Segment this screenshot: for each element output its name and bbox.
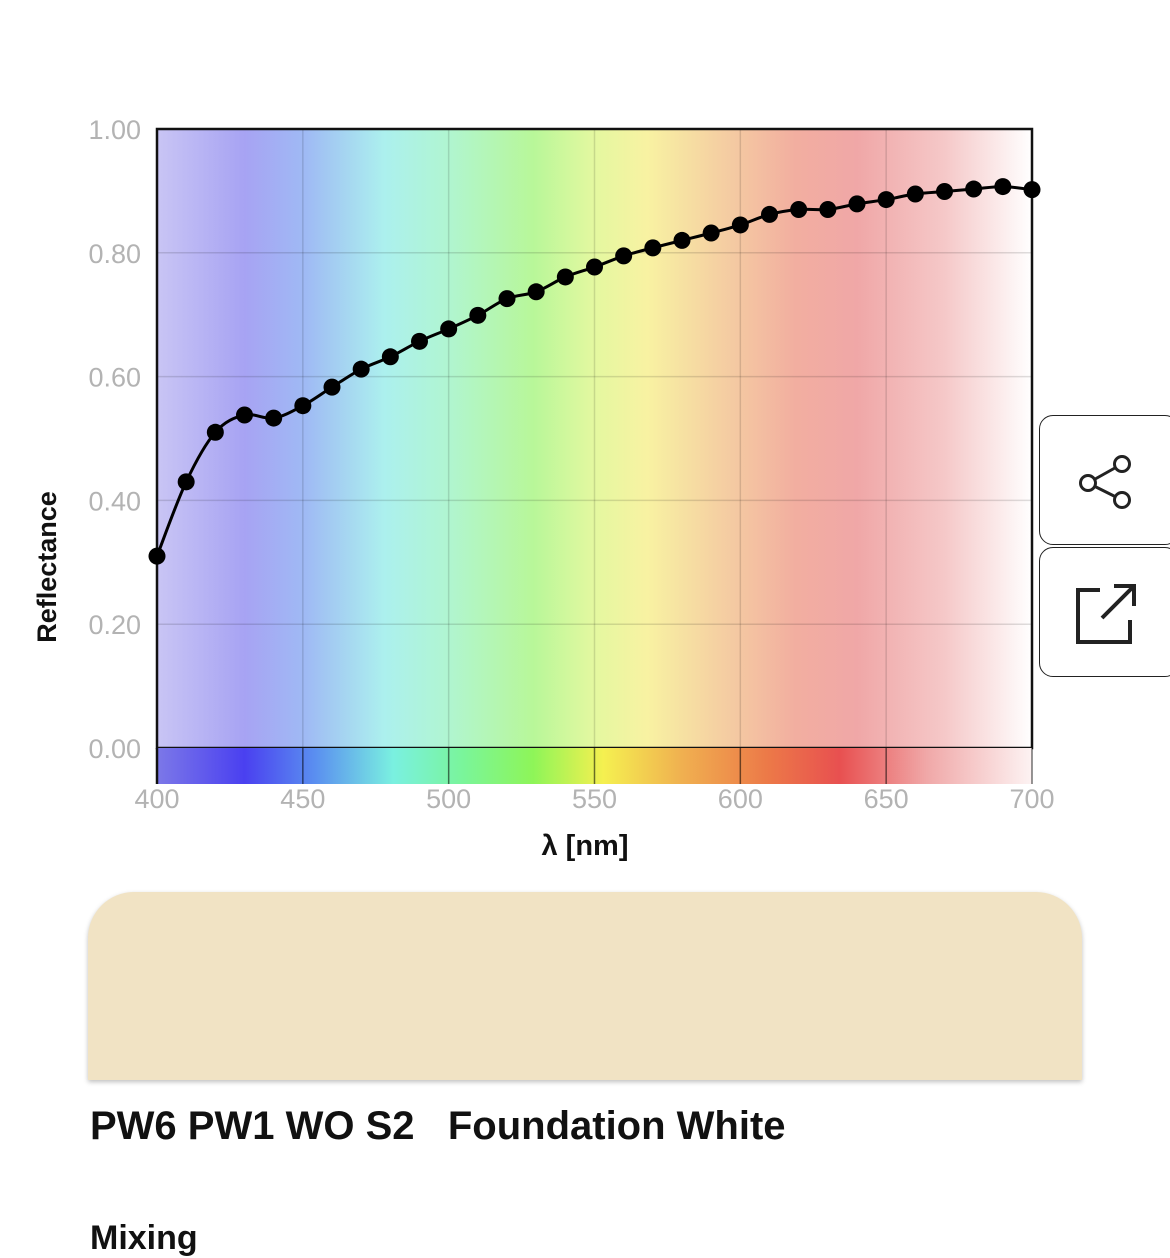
data-point: [731, 216, 749, 234]
data-point: [236, 406, 253, 424]
data-point: [556, 268, 574, 286]
data-point: [906, 185, 924, 203]
data-point: [352, 360, 370, 378]
y-tick-label: 0.00: [88, 734, 141, 764]
x-tick-label: 400: [134, 784, 179, 814]
data-point: [819, 200, 837, 218]
plot-background: [157, 129, 1032, 748]
x-tick-label: 600: [718, 784, 763, 814]
open-external-button[interactable]: [1039, 547, 1170, 677]
data-point: [498, 290, 516, 308]
data-point: [440, 320, 458, 338]
data-point: [702, 224, 720, 242]
x-tick-label: 650: [864, 784, 909, 814]
reflectance-chart: 400 450 500 550 600 650 700 0.00 0.20 0.40 0.60 0.8…: [32, 115, 1055, 862]
data-point: [936, 183, 953, 201]
data-point: [1023, 181, 1041, 199]
data-point: [323, 378, 341, 396]
data-point: [265, 409, 283, 427]
data-point: [381, 348, 399, 366]
pigment-title: PW6 PW1 WO S2 Foundation White: [90, 1104, 786, 1148]
y-tick-label: 0.80: [88, 239, 141, 269]
y-tick-label: 0.40: [88, 486, 141, 516]
section-label: Mixing: [90, 1219, 198, 1257]
y-axis-label: Reflectance: [32, 491, 62, 643]
data-point: [294, 397, 312, 415]
data-point: [177, 473, 195, 491]
data-point: [877, 191, 895, 209]
data-point: [527, 283, 545, 301]
external-link-icon: [1076, 584, 1136, 644]
data-point: [586, 258, 603, 276]
data-point: [673, 231, 691, 249]
data-point: [615, 247, 633, 265]
y-tick-label: 0.20: [88, 610, 141, 640]
x-tick-label: 500: [426, 784, 471, 814]
data-point: [411, 332, 428, 350]
data-point: [848, 195, 866, 213]
x-tick-label: 450: [280, 784, 325, 814]
share-icon: [1079, 455, 1131, 509]
y-tick-label: 0.60: [88, 363, 141, 393]
data-point: [148, 547, 166, 565]
y-tick-label: 1.00: [88, 115, 141, 145]
data-point: [469, 306, 487, 324]
x-axis-label: λ [nm]: [542, 830, 629, 862]
data-point: [790, 200, 808, 218]
data-point: [644, 239, 662, 257]
data-point: [994, 178, 1012, 196]
share-button[interactable]: [1039, 415, 1170, 545]
x-tick-label: 550: [572, 784, 617, 814]
x-tick-label: 700: [1009, 784, 1054, 814]
color-swatch: [88, 892, 1082, 1080]
data-point: [965, 180, 983, 198]
data-point: [206, 423, 224, 441]
data-point: [761, 205, 778, 223]
